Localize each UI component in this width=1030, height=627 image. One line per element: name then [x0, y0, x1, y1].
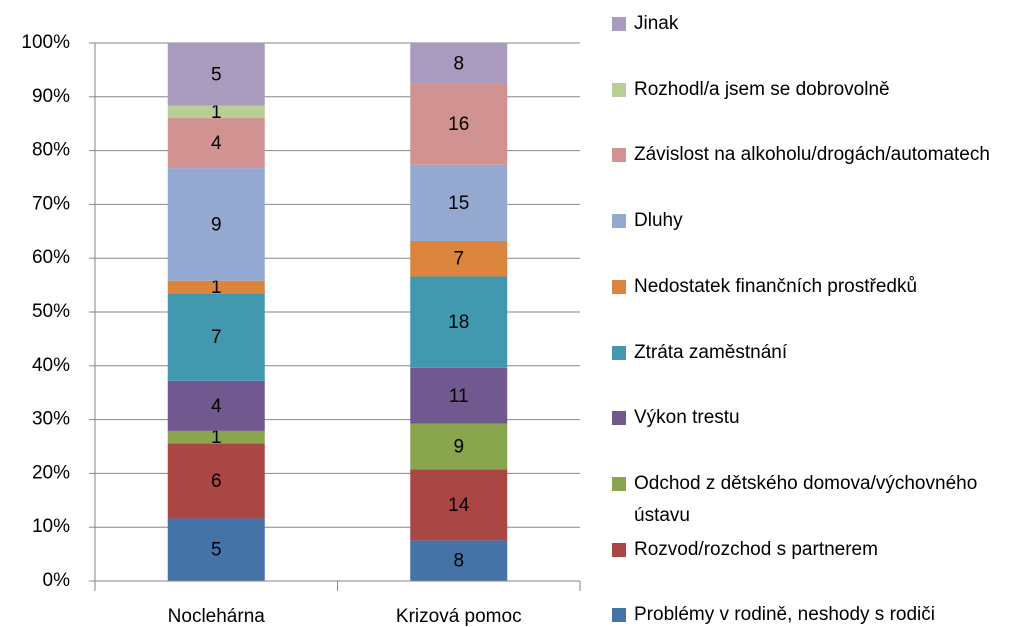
bar-segment	[410, 540, 508, 581]
data-label: 4	[211, 133, 222, 154]
legend-swatch	[612, 148, 626, 163]
bar-segment	[167, 43, 265, 106]
data-label: 8	[453, 53, 464, 74]
bar-segment	[167, 118, 265, 169]
y-tick-label: 90%	[32, 86, 70, 107]
data-label: 1	[211, 277, 222, 298]
y-tick-label: 20%	[32, 462, 70, 483]
legend-swatch	[612, 214, 626, 229]
legend-label: Dluhy	[634, 210, 683, 232]
legend-item: Odchod z dětského domova/výchovného ústa…	[612, 472, 1012, 532]
data-label: 7	[453, 249, 464, 270]
legend-item: Výkon trestu	[612, 406, 1012, 434]
data-label: 15	[448, 193, 469, 214]
bar-segment	[410, 367, 508, 424]
y-tick-label: 80%	[32, 140, 70, 161]
data-label: 4	[211, 396, 222, 417]
legend-swatch	[612, 542, 626, 557]
data-label: 18	[448, 312, 469, 333]
legend-label: Nedostatek finančních prostředků	[634, 275, 918, 297]
bar-segment	[410, 276, 508, 368]
legend-item: Ztráta zaměstnání	[612, 341, 1012, 369]
y-tick-label: 60%	[32, 247, 70, 268]
legend-label: Odchod z dětského domova/výchovného ústa…	[634, 472, 978, 526]
legend-item: Problémy v rodině, neshody s rodiči	[612, 603, 1012, 627]
y-tick-label: 0%	[43, 570, 71, 591]
legend-label: Výkon trestu	[634, 407, 740, 429]
legend-swatch	[612, 476, 626, 491]
bar-segment	[410, 423, 508, 470]
legend-swatch	[612, 608, 626, 623]
legend-label: Problémy v rodině, neshody s rodiči	[634, 604, 935, 626]
data-label: 6	[211, 471, 222, 492]
y-tick-label: 40%	[32, 355, 70, 376]
bar-segment	[167, 293, 265, 381]
data-label: 5	[211, 540, 222, 561]
bar-segment	[410, 43, 508, 84]
y-tick-label: 10%	[32, 516, 70, 537]
y-tick-label: 100%	[21, 32, 70, 53]
bar-segment	[167, 518, 265, 581]
legend-label: Jinak	[634, 13, 679, 34]
legend-label: Závislost na alkoholu/drogách/automatech	[634, 144, 990, 166]
data-label: 9	[211, 214, 222, 235]
data-label: 14	[448, 495, 470, 516]
legend-label: Ztráta zaměstnání	[634, 341, 788, 363]
bar-segment	[167, 280, 265, 294]
bar-segment	[410, 240, 508, 277]
bar-segment	[410, 164, 508, 241]
bar-segment	[167, 380, 265, 431]
bar-segment	[167, 430, 265, 444]
legend-item: Rozhodl/a jsem se dobrovolně	[612, 78, 1012, 106]
legend-item: Rozvod/rozchod s partnerem	[612, 538, 1012, 566]
y-tick-label: 30%	[32, 409, 70, 430]
legend-swatch	[612, 411, 626, 426]
x-tick-label: Noclehárna	[168, 606, 266, 627]
y-tick-label: 50%	[32, 301, 70, 322]
legend-item: Dluhy	[612, 209, 1012, 237]
bar-segment	[167, 105, 265, 119]
x-tick-label: Krizová pomoc	[396, 606, 522, 627]
data-label: 1	[211, 427, 222, 448]
legend-label: Rozvod/rozchod s partnerem	[634, 538, 878, 560]
bar-segment	[167, 443, 265, 519]
data-label: 5	[211, 64, 222, 85]
legend-swatch	[612, 345, 626, 360]
bar-segment	[167, 168, 265, 281]
legend-label: Rozhodl/a jsem se dobrovolně	[634, 78, 890, 100]
data-label: 1	[211, 102, 222, 123]
data-label: 7	[211, 327, 222, 348]
data-label: 9	[453, 437, 464, 458]
data-label: 8	[453, 551, 464, 572]
legend-swatch	[612, 82, 626, 97]
legend-item: Jinak	[612, 12, 1012, 40]
legend-item: Nedostatek finančních prostředků	[612, 275, 1012, 303]
bar-segment	[410, 469, 508, 541]
legend-item: Závislost na alkoholu/drogách/automatech	[612, 143, 1012, 171]
data-label: 11	[449, 386, 469, 407]
legend-swatch	[612, 279, 626, 294]
y-tick-label: 70%	[32, 193, 70, 214]
data-label: 16	[448, 114, 469, 135]
legend-swatch	[612, 17, 626, 31]
bar-segment	[410, 83, 508, 165]
